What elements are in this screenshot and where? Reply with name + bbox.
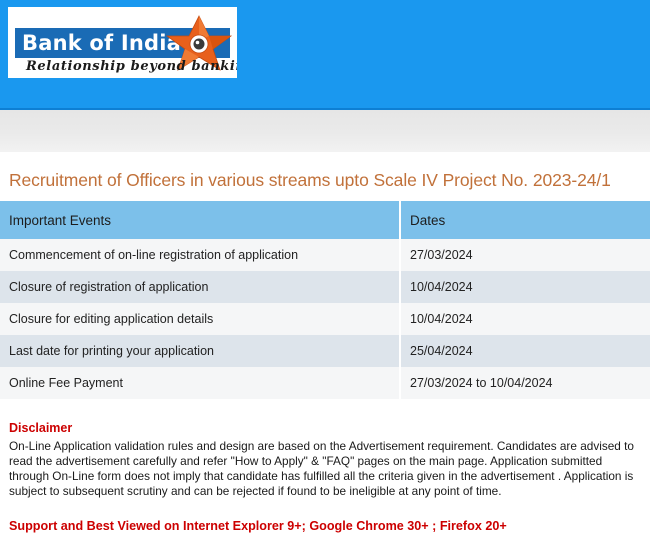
- header-separator-strip: [0, 110, 650, 152]
- table-row: Commencement of on-line registration of …: [0, 239, 650, 271]
- page-title: Recruitment of Officers in various strea…: [9, 170, 611, 190]
- cell-date: 27/03/2024: [400, 239, 650, 271]
- table-header-row: Important Events Dates: [0, 201, 650, 239]
- disclaimer-section: Disclaimer On-Line Application validatio…: [8, 399, 642, 499]
- table-row: Online Fee Payment 27/03/2024 to 10/04/2…: [0, 367, 650, 399]
- column-header-dates: Dates: [400, 201, 650, 239]
- bank-logo: Bank of India Relationship beyond bankin…: [8, 7, 237, 78]
- disclaimer-body-text: On-Line Application validation rules and…: [9, 439, 634, 498]
- cell-date: 10/04/2024: [400, 271, 650, 303]
- table-row: Last date for printing your application …: [0, 335, 650, 367]
- bank-tagline-text: Relationship beyond banking: [26, 59, 237, 74]
- table-row: Closure for editing application details …: [0, 303, 650, 335]
- cell-event: Last date for printing your application: [0, 335, 401, 367]
- bank-name-text: Bank of India: [22, 31, 182, 55]
- table-row: Closure of registration of application 1…: [0, 271, 650, 303]
- cell-event: Online Fee Payment: [0, 367, 401, 399]
- cell-event: Commencement of on-line registration of …: [0, 239, 401, 271]
- cell-date: 25/04/2024: [400, 335, 650, 367]
- page-header-band: Bank of India Relationship beyond bankin…: [0, 0, 650, 110]
- main-content: Recruitment of Officers in various strea…: [0, 152, 650, 533]
- cell-event: Closure for editing application details: [0, 303, 401, 335]
- browser-support-note: Support and Best Viewed on Internet Expl…: [9, 519, 507, 533]
- table-body: Commencement of on-line registration of …: [0, 239, 650, 399]
- disclaimer-heading: Disclaimer: [9, 421, 73, 435]
- cell-event: Closure of registration of application: [0, 271, 401, 303]
- important-events-table: Important Events Dates Commencement of o…: [0, 201, 650, 399]
- column-header-important-events: Important Events: [0, 201, 401, 239]
- cell-date: 27/03/2024 to 10/04/2024: [400, 367, 650, 399]
- star-emblem-icon: [166, 15, 232, 71]
- cell-date: 10/04/2024: [400, 303, 650, 335]
